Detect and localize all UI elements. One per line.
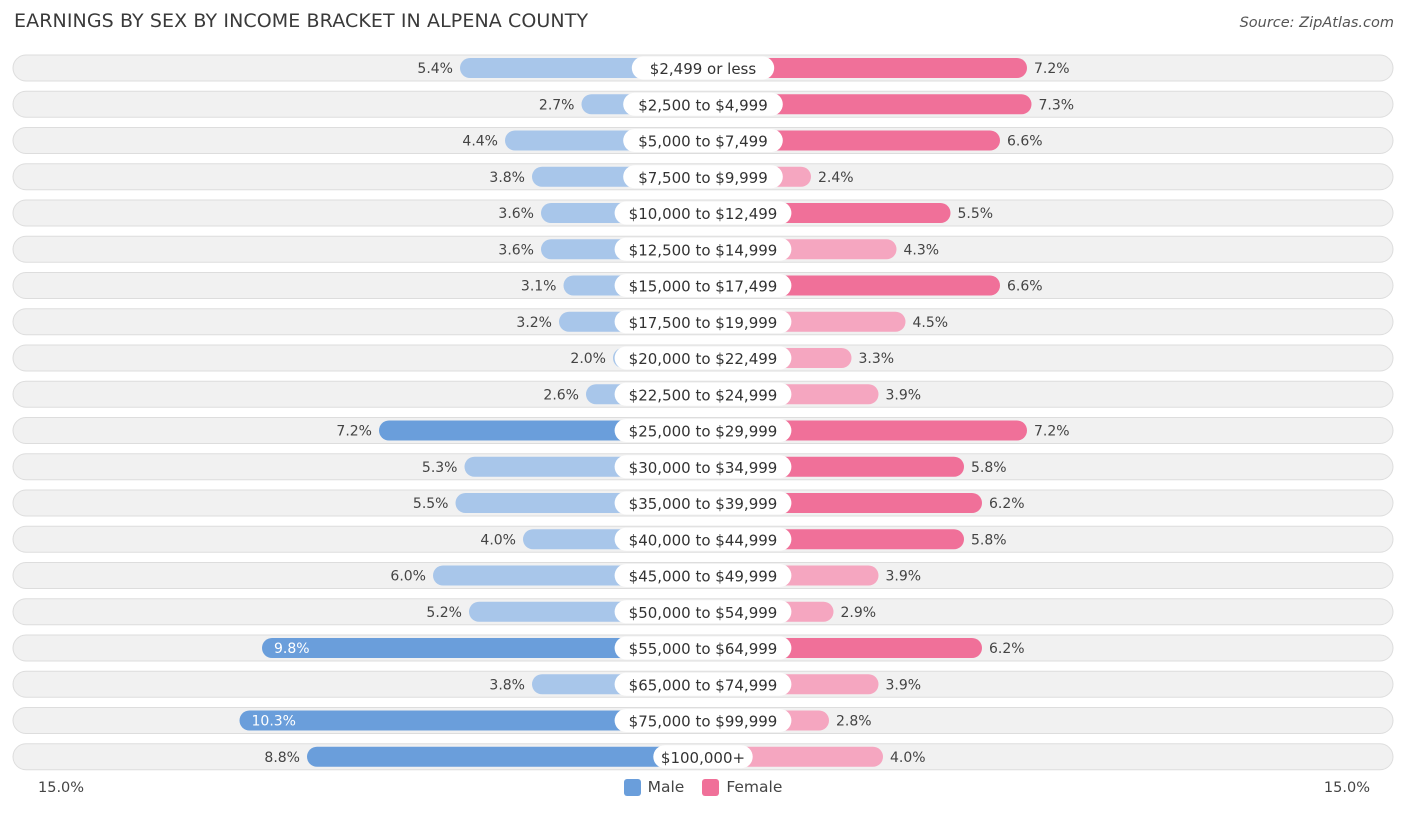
category-label: $17,500 to $19,999 (629, 314, 778, 332)
category-label-pill (614, 419, 792, 442)
category-label: $65,000 to $74,999 (629, 676, 778, 694)
category-label: $5,000 to $7,499 (638, 133, 768, 151)
male-value-label: 3.1% (521, 279, 557, 295)
male-value-label: 3.8% (489, 170, 525, 186)
female-value-label: 7.2% (1034, 61, 1070, 77)
category-label: $100,000+ (661, 749, 745, 767)
male-value-label: 3.6% (498, 206, 534, 222)
category-label: $20,000 to $22,499 (629, 350, 778, 368)
female-value-label: 5.5% (958, 206, 994, 222)
category-label-pill (614, 346, 792, 370)
female-value-label: 6.6% (1007, 279, 1043, 295)
category-label-pill (614, 201, 792, 225)
category-label-pill (614, 709, 792, 732)
female-bar[interactable] (703, 58, 1027, 78)
male-value-label: 5.4% (417, 61, 453, 77)
category-label: $55,000 to $64,999 (629, 640, 778, 658)
female-value-label: 6.2% (989, 641, 1025, 657)
category-label: $2,500 to $4,999 (638, 96, 768, 114)
axis-left-label: 15.0% (38, 780, 85, 796)
category-label-pill (614, 527, 792, 551)
male-value-label: 4.4% (462, 134, 498, 150)
male-value-label: 7.2% (336, 424, 372, 440)
female-value-label: 5.8% (971, 532, 1007, 548)
legend-label-male: Male (647, 778, 685, 796)
female-value-label: 2.9% (841, 605, 877, 621)
male-value-label: 3.8% (489, 677, 525, 693)
category-label: $75,000 to $99,999 (629, 713, 778, 731)
category-label-pill (631, 56, 775, 80)
female-value-label: 3.9% (886, 569, 922, 585)
male-value-label: 4.0% (480, 532, 516, 548)
male-bar[interactable] (262, 638, 703, 658)
category-label: $45,000 to $49,999 (629, 568, 778, 586)
female-value-label: 6.2% (989, 496, 1025, 512)
male-value-label: 2.6% (543, 387, 579, 403)
category-label: $22,500 to $24,999 (629, 386, 778, 404)
female-value-label: 4.5% (913, 315, 949, 331)
category-label-pill (614, 672, 792, 696)
category-label-pill (623, 129, 783, 152)
female-value-label: 4.0% (890, 750, 926, 766)
source-credit: Source: ZipAtlas.com (1239, 15, 1394, 31)
male-value-label: 2.7% (539, 97, 575, 113)
category-label-pill (614, 600, 792, 624)
female-value-label: 3.9% (886, 677, 922, 693)
male-value-label: 6.0% (390, 569, 426, 585)
category-label-pill (614, 310, 792, 334)
legend-label-female: Female (726, 778, 783, 796)
male-bar[interactable] (307, 746, 703, 767)
category-label-pill (623, 165, 783, 189)
legend: Male Female (0, 778, 1406, 796)
legend-swatch-female (702, 778, 720, 796)
male-value-label: 5.5% (413, 496, 449, 512)
female-value-label: 2.8% (836, 714, 872, 730)
category-label-pill (614, 274, 792, 297)
category-label: $30,000 to $34,999 (629, 459, 778, 477)
category-label: $7,500 to $9,999 (638, 169, 768, 187)
category-label: $10,000 to $12,499 (629, 205, 778, 223)
male-value-label: 8.8% (264, 750, 300, 766)
category-label: $40,000 to $44,999 (629, 531, 778, 549)
category-label-pill (614, 636, 792, 660)
female-value-label: 6.6% (1007, 134, 1043, 150)
female-value-label: 5.8% (971, 460, 1007, 476)
male-value-label: 9.8% (274, 641, 310, 657)
category-label: $2,499 or less (650, 60, 757, 78)
male-value-label: 2.0% (570, 351, 606, 367)
legend-item-female[interactable]: Female (702, 778, 782, 796)
female-value-label: 3.3% (859, 351, 895, 367)
category-label: $15,000 to $17,499 (629, 278, 778, 296)
male-value-label: 5.3% (422, 460, 458, 476)
category-label: $12,500 to $14,999 (629, 241, 778, 259)
category-label-pill (614, 455, 792, 479)
category-label: $25,000 to $29,999 (629, 423, 778, 441)
category-label-pill (614, 237, 792, 261)
category-label: $35,000 to $39,999 (629, 495, 778, 513)
legend-swatch-male (623, 778, 641, 796)
male-value-label: 3.6% (498, 242, 534, 258)
category-label-pill (653, 745, 753, 769)
category-label-pill (614, 382, 792, 406)
male-value-label: 5.2% (426, 605, 462, 621)
category-label-pill (623, 92, 783, 116)
male-value-label: 3.2% (516, 315, 552, 331)
axis-right-label: 15.0% (1323, 780, 1370, 796)
female-value-label: 2.4% (818, 170, 854, 186)
female-value-label: 7.3% (1039, 97, 1075, 113)
female-value-label: 3.9% (886, 387, 922, 403)
category-label-pill (614, 491, 792, 515)
chart-title: EARNINGS BY SEX BY INCOME BRACKET IN ALP… (14, 10, 589, 32)
female-bar[interactable] (703, 94, 1032, 115)
female-value-label: 7.2% (1034, 424, 1070, 440)
category-label-pill (614, 564, 792, 587)
category-label: $50,000 to $54,999 (629, 604, 778, 622)
male-value-label: 10.3% (252, 714, 296, 730)
male-bar[interactable] (239, 710, 704, 731)
legend-item-male[interactable]: Male (623, 778, 685, 796)
female-value-label: 4.3% (904, 242, 940, 258)
